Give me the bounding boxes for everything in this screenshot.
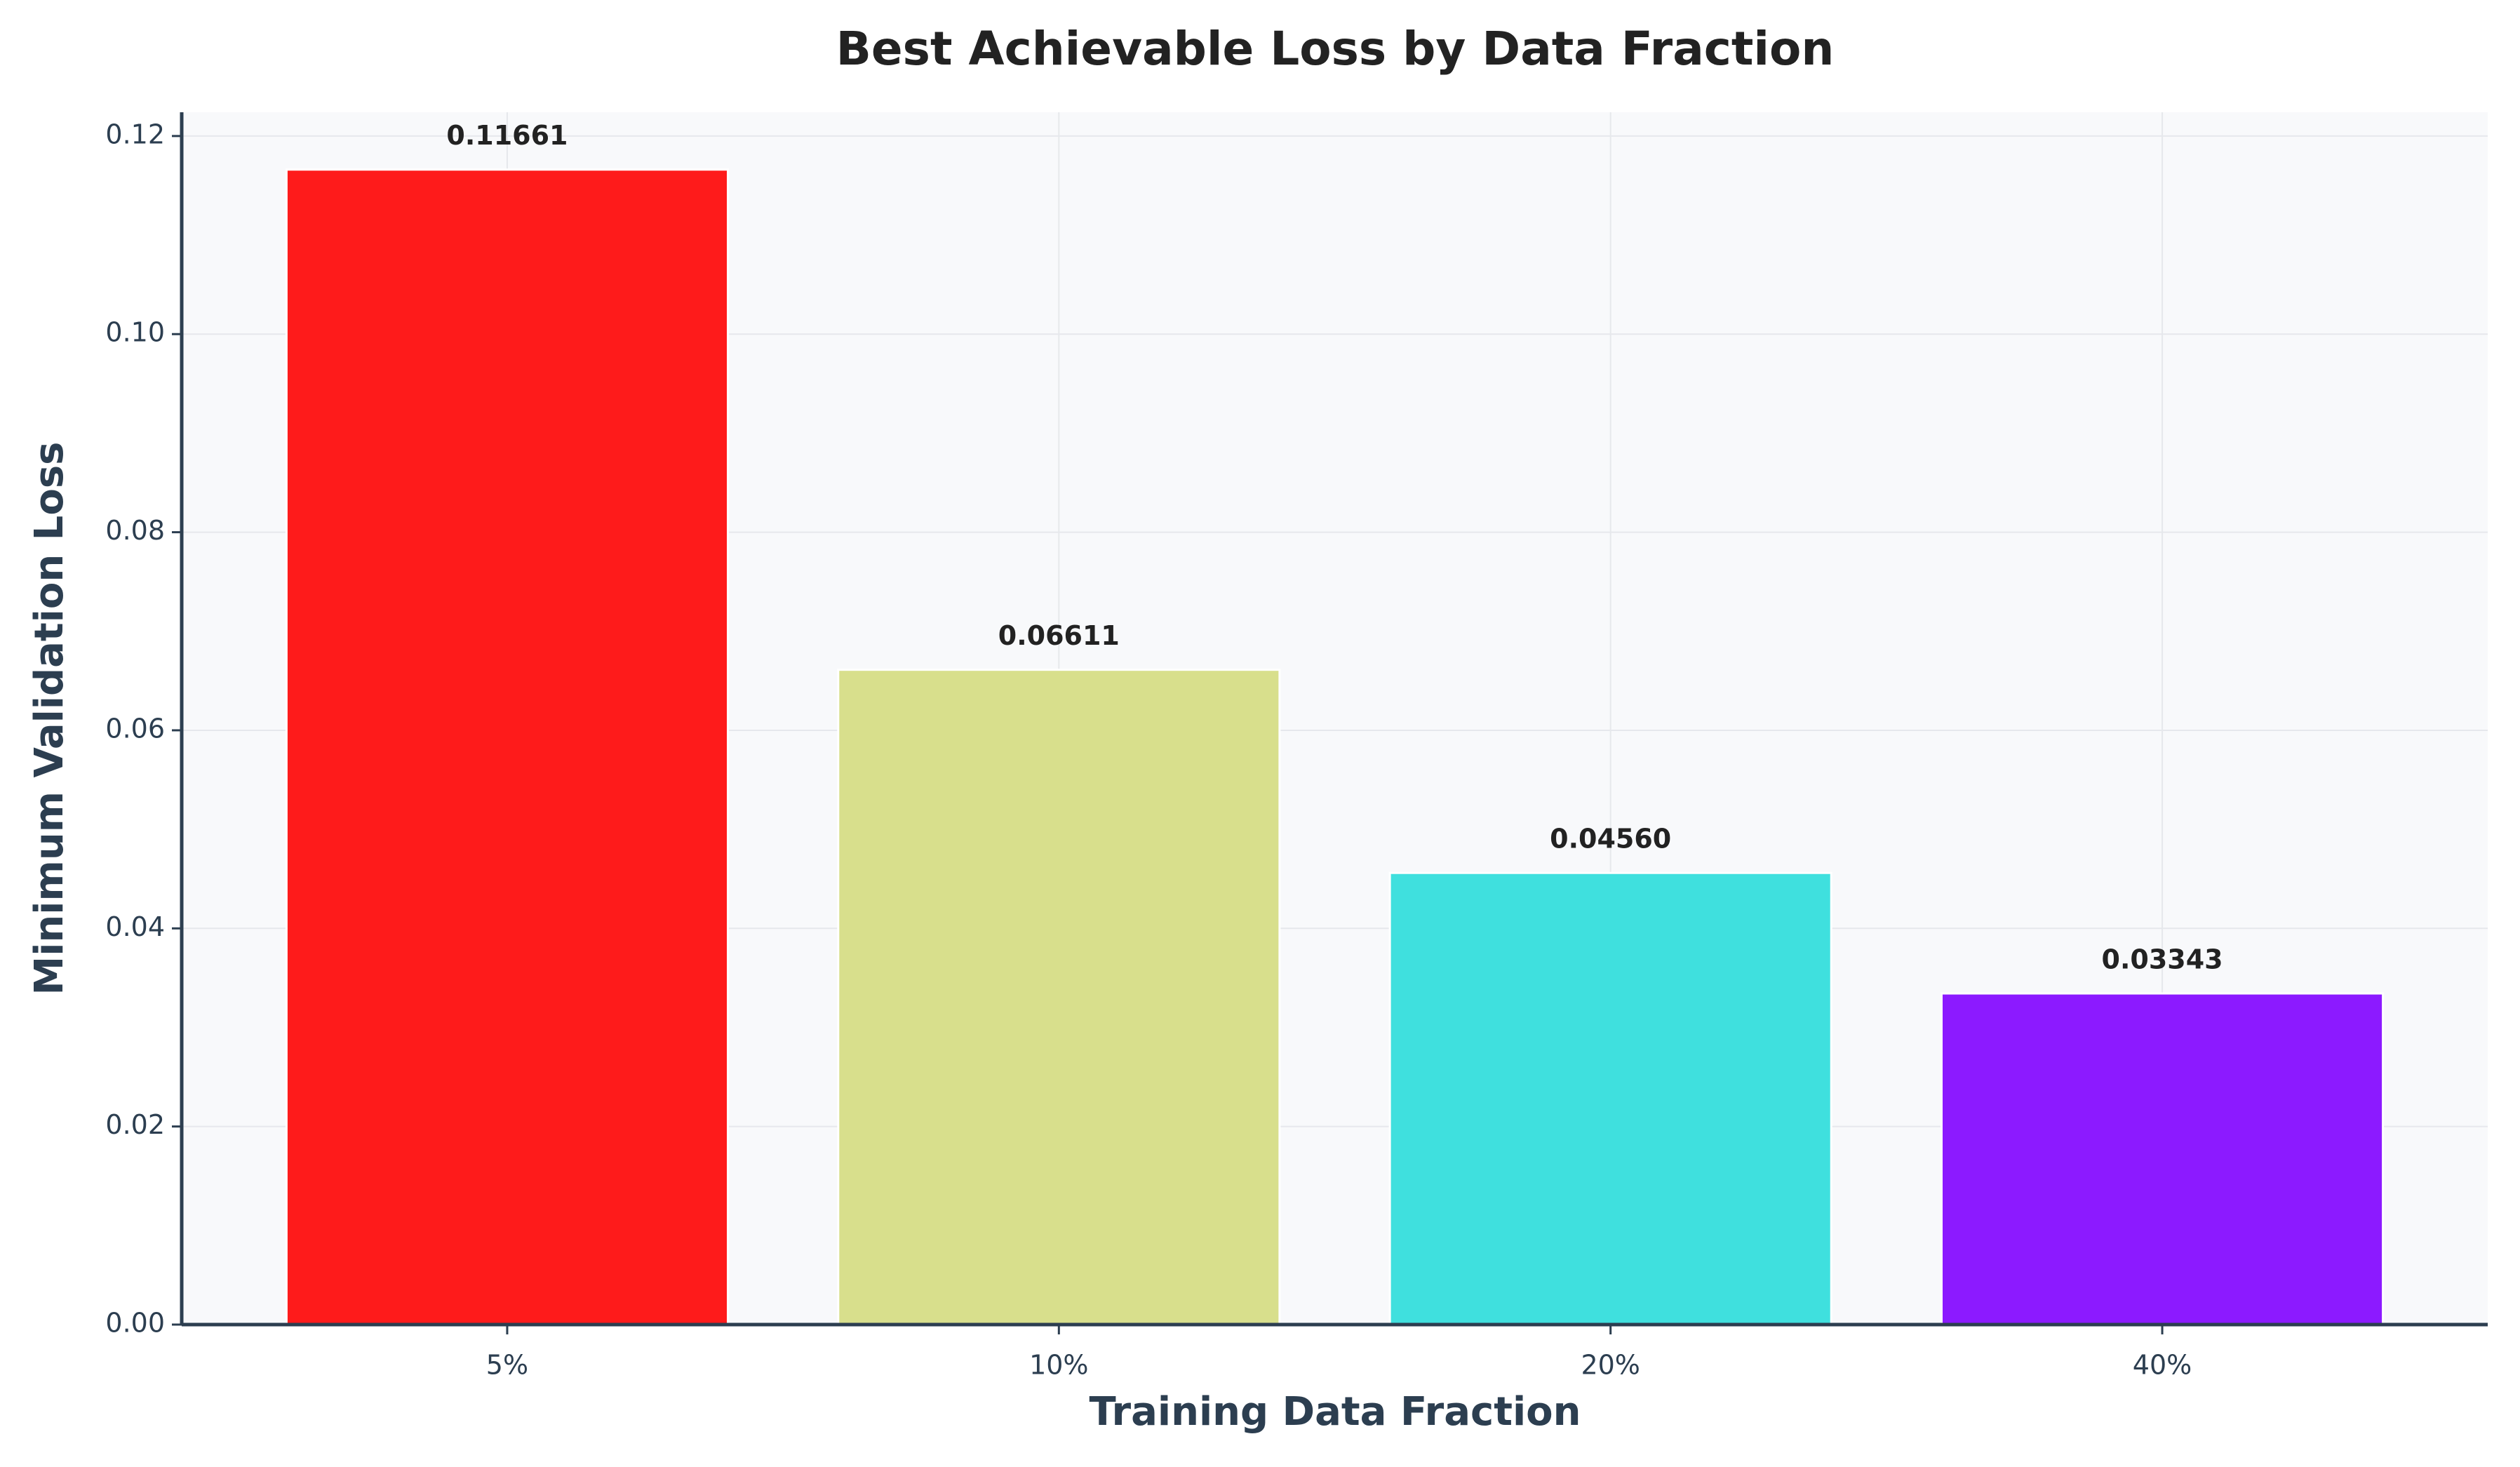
bars — [285, 168, 2385, 1326]
value-label: 0.04560 — [1550, 824, 1671, 855]
value-label: 0.03343 — [2102, 944, 2223, 975]
y-tick-label: 0.10 — [105, 317, 165, 348]
value-label: 0.11661 — [446, 120, 568, 151]
y-tick-label: 0.06 — [105, 713, 165, 744]
value-label: 0.06611 — [998, 620, 1120, 651]
x-tick-label: 40% — [2133, 1350, 2192, 1381]
y-tick-label: 0.02 — [105, 1109, 165, 1140]
x-tick-label: 20% — [1581, 1350, 1640, 1381]
y-tick-label: 0.00 — [105, 1308, 165, 1339]
y-axis-label: Minimum Validation Loss — [27, 441, 72, 995]
x-tick-label: 5% — [486, 1350, 528, 1381]
bar — [1941, 992, 2385, 1326]
bar — [837, 669, 1281, 1326]
bar — [285, 168, 729, 1326]
x-axis-label: Training Data Fraction — [1089, 1389, 1581, 1435]
y-tick-label: 0.12 — [105, 119, 165, 149]
bar — [1388, 871, 1832, 1326]
chart-title: Best Achievable Loss by Data Fraction — [836, 22, 1835, 76]
y-tick-label: 0.04 — [105, 911, 165, 942]
y-tick-label: 0.08 — [105, 515, 165, 546]
x-tick-label: 10% — [1029, 1350, 1088, 1381]
